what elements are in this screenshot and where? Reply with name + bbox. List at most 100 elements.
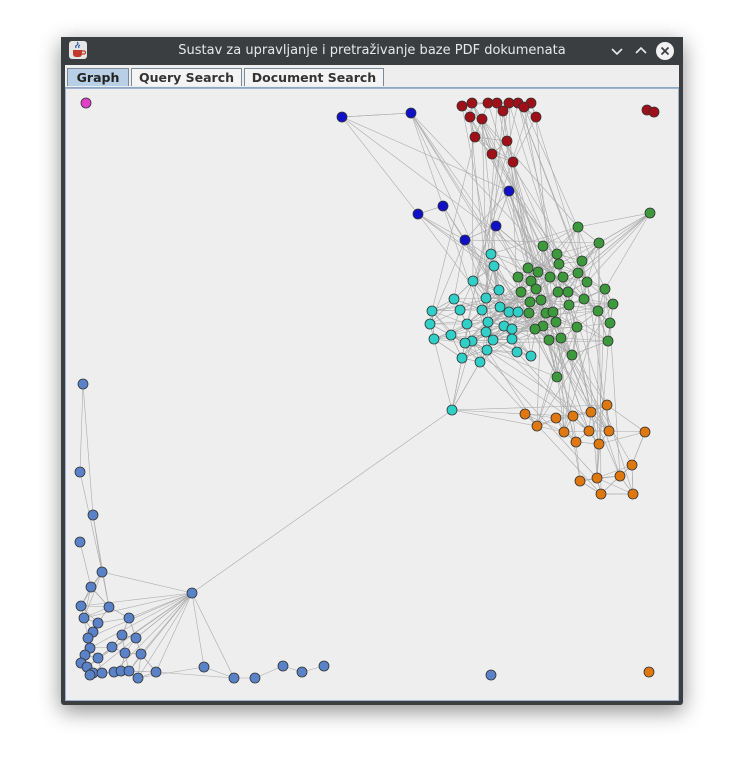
graph-node-dark-red[interactable]: [469, 131, 481, 143]
graph-node-orange[interactable]: [595, 488, 607, 500]
graph-node-green[interactable]: [522, 262, 534, 274]
graph-node-orange[interactable]: [519, 408, 531, 420]
graph-node-cyan[interactable]: [512, 306, 524, 318]
graph-node-cyan[interactable]: [506, 333, 518, 345]
graph-node-dark-red[interactable]: [486, 148, 498, 160]
graph-node-green[interactable]: [529, 323, 541, 335]
graph-node-cyan[interactable]: [480, 292, 492, 304]
graph-node-green[interactable]: [543, 334, 555, 346]
graph-node-cyan[interactable]: [448, 293, 460, 305]
graph-node-steel-blue[interactable]: [103, 601, 115, 613]
graph-node-dark-red[interactable]: [648, 106, 660, 118]
graph-node-green[interactable]: [571, 321, 583, 333]
graph-node-green[interactable]: [604, 317, 616, 329]
graph-node-dark-red[interactable]: [476, 113, 488, 125]
graph-node-dark-red[interactable]: [530, 111, 542, 123]
graph-node-orange[interactable]: [626, 459, 638, 471]
graph-node-cyan[interactable]: [461, 318, 473, 330]
close-button[interactable]: [655, 41, 675, 61]
graph-node-cyan[interactable]: [481, 344, 493, 356]
graph-node-cyan[interactable]: [480, 326, 492, 338]
graph-node-dark-red[interactable]: [518, 101, 530, 113]
graph-node-steel-blue[interactable]: [123, 665, 135, 677]
graph-node-steel-blue[interactable]: [96, 667, 108, 679]
graph-panel[interactable]: [65, 88, 679, 701]
graph-node-cyan[interactable]: [467, 275, 479, 287]
graph-node-orange[interactable]: [591, 472, 603, 484]
graph-node-steel-blue[interactable]: [277, 660, 289, 672]
graph-node-orange[interactable]: [639, 426, 651, 438]
graph-node-orange[interactable]: [583, 425, 595, 437]
graph-node-green[interactable]: [578, 293, 590, 305]
graph-node-steel-blue[interactable]: [74, 466, 86, 478]
graph-node-steel-blue[interactable]: [318, 660, 330, 672]
graph-node-steel-blue[interactable]: [92, 617, 104, 629]
graph-node-green[interactable]: [566, 349, 578, 361]
graph-node-dark-red[interactable]: [464, 111, 476, 123]
graph-node-cyan[interactable]: [428, 333, 440, 345]
graph-node-green[interactable]: [593, 237, 605, 249]
graph-node-orange[interactable]: [603, 425, 615, 437]
graph-node-orange[interactable]: [550, 412, 562, 424]
graph-node-dark-red[interactable]: [507, 156, 519, 168]
graph-node-green[interactable]: [552, 286, 564, 298]
graph-node-steel-blue[interactable]: [85, 581, 97, 593]
graph-node-steel-blue[interactable]: [119, 647, 131, 659]
graph-node-magenta[interactable]: [80, 97, 92, 109]
graph-node-steel-blue[interactable]: [150, 666, 162, 678]
graph-node-steel-blue[interactable]: [249, 672, 261, 684]
graph-node-orange[interactable]: [593, 438, 605, 450]
graph-node-green[interactable]: [551, 248, 563, 260]
graph-node-steel-blue[interactable]: [106, 641, 118, 653]
graph-node-blue[interactable]: [405, 107, 417, 119]
graph-node-cyan[interactable]: [456, 352, 468, 364]
graph-node-steel-blue[interactable]: [198, 661, 210, 673]
graph-node-cyan[interactable]: [459, 337, 471, 349]
graph-node-steel-blue[interactable]: [296, 666, 308, 678]
graph-node-blue[interactable]: [490, 220, 502, 232]
graph-node-steel-blue[interactable]: [228, 672, 240, 684]
graph-node-steel-blue[interactable]: [132, 672, 144, 684]
graph-node-steel-blue[interactable]: [116, 629, 128, 641]
graph-node-orange[interactable]: [567, 410, 579, 422]
graph-node-cyan[interactable]: [426, 305, 438, 317]
graph-node-orange[interactable]: [570, 436, 582, 448]
graph-node-green[interactable]: [644, 207, 656, 219]
graph-node-green[interactable]: [535, 294, 547, 306]
graph-node-green[interactable]: [523, 307, 535, 319]
graph-node-green[interactable]: [547, 306, 559, 318]
graph-node-orange[interactable]: [643, 666, 655, 678]
graph-node-steel-blue[interactable]: [78, 612, 90, 624]
graph-node-cyan[interactable]: [511, 346, 523, 358]
graph-node-dark-red[interactable]: [456, 100, 468, 112]
graph-node-orange[interactable]: [558, 426, 570, 438]
graph-node-green[interactable]: [607, 298, 619, 310]
graph-node-cyan[interactable]: [525, 350, 537, 362]
graph-node-cyan[interactable]: [424, 318, 436, 330]
graph-node-blue[interactable]: [437, 200, 449, 212]
graph-node-steel-blue[interactable]: [123, 612, 135, 624]
graph-node-steel-blue[interactable]: [130, 632, 142, 644]
graph-node-cyan[interactable]: [476, 304, 488, 316]
graph-node-steel-blue[interactable]: [96, 566, 108, 578]
graph-node-cyan[interactable]: [488, 260, 500, 272]
graph-node-green[interactable]: [544, 271, 556, 283]
graph-node-green[interactable]: [599, 283, 611, 295]
graph-node-cyan[interactable]: [485, 248, 497, 260]
graph-node-blue[interactable]: [336, 111, 348, 123]
graph-node-green[interactable]: [572, 267, 584, 279]
graph-node-cyan[interactable]: [454, 304, 466, 316]
minimize-button[interactable]: [607, 41, 627, 61]
graph-node-dark-red[interactable]: [482, 97, 494, 109]
graph-node-green[interactable]: [550, 316, 562, 328]
graph-node-steel-blue[interactable]: [77, 378, 89, 390]
tab-document-search[interactable]: Document Search: [244, 68, 384, 86]
graph-node-orange[interactable]: [627, 488, 639, 500]
graph-node-cyan[interactable]: [482, 316, 494, 328]
graph-node-cyan[interactable]: [506, 323, 518, 335]
graph-node-steel-blue[interactable]: [135, 648, 147, 660]
graph-node-orange[interactable]: [585, 406, 597, 418]
graph-node-green[interactable]: [562, 286, 574, 298]
graph-node-steel-blue[interactable]: [485, 669, 497, 681]
graph-node-orange[interactable]: [531, 420, 543, 432]
